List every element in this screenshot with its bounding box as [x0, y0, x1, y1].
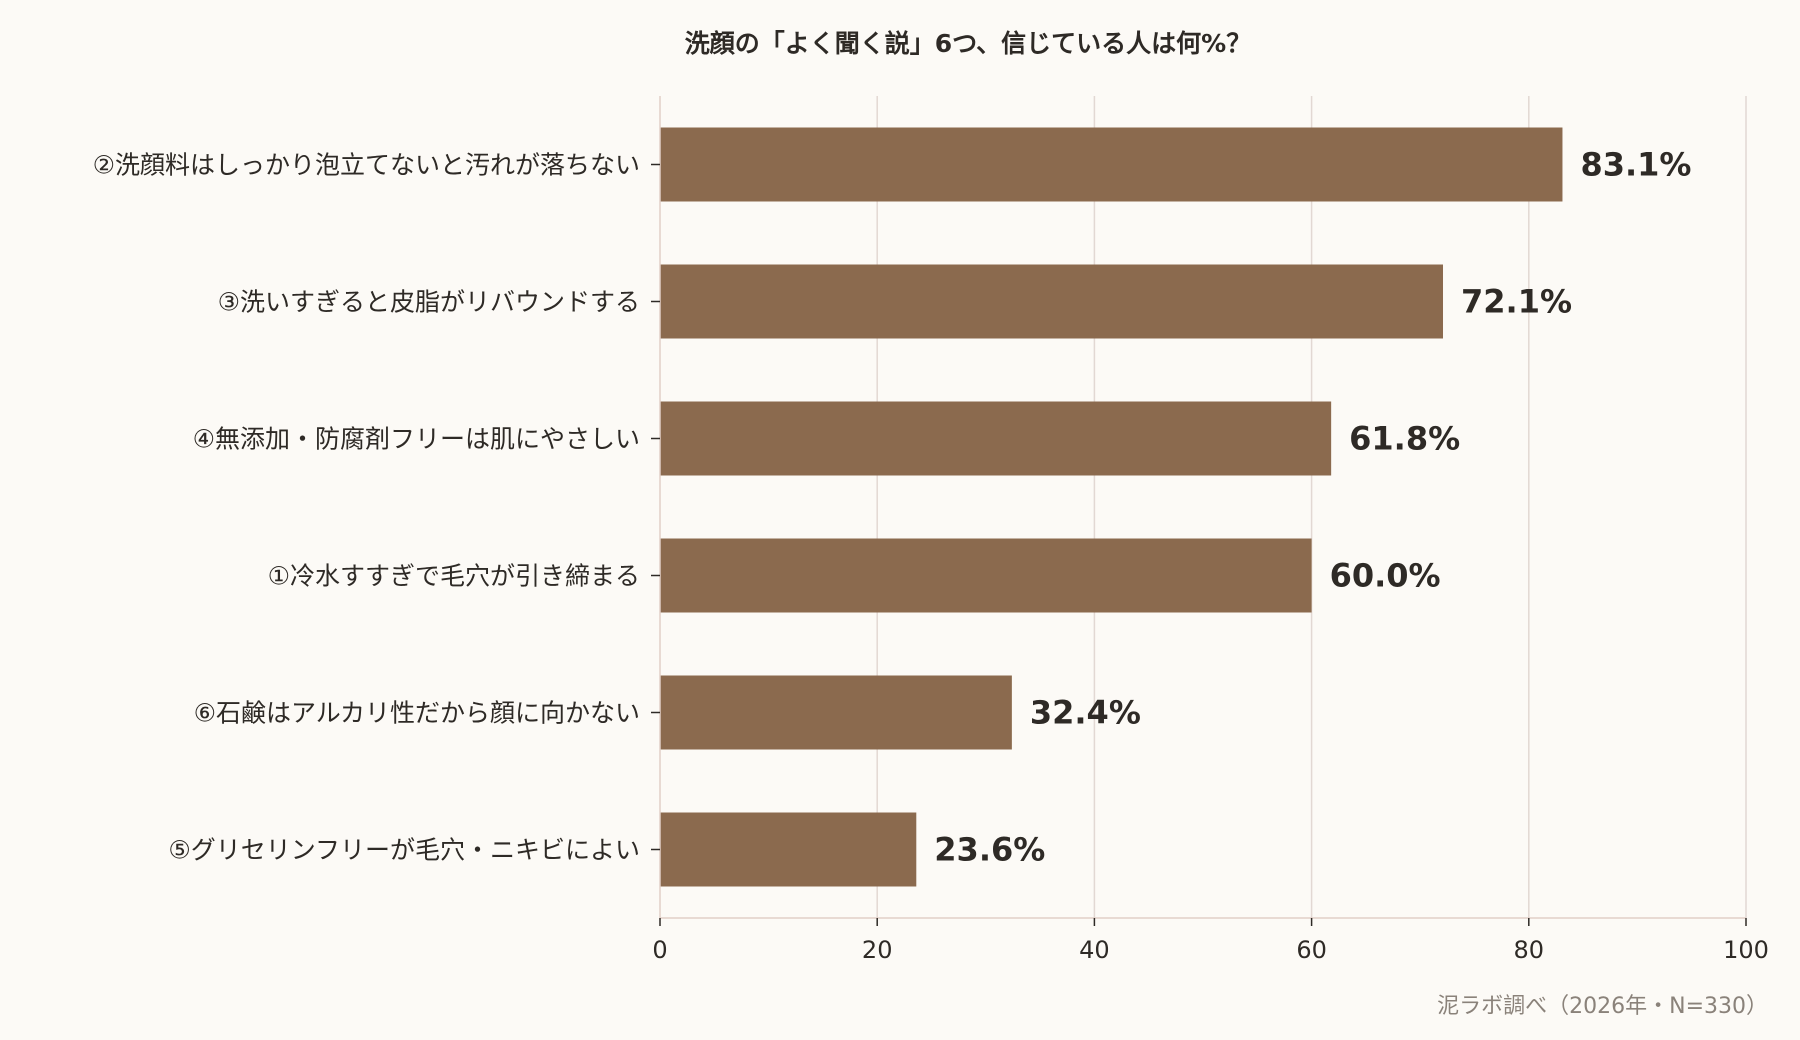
data-label-1: 83.1% [1580, 146, 1691, 184]
data-label-4: 60.0% [1330, 557, 1441, 595]
bar-3 [660, 401, 1332, 476]
data-label-3: 61.8% [1349, 420, 1460, 458]
x-tick-label-60: 60 [1296, 936, 1327, 964]
category-label-1: ②洗顔料はしっかり泡立てないと汚れが落ちない [93, 151, 640, 180]
category-label-5: ⑥石鹸はアルカリ性だから顔に向かない [194, 699, 640, 728]
category-label-6: ⑤グリセリンフリーが毛穴・ニキビによい [168, 836, 640, 865]
bars [660, 127, 1563, 887]
category-labels: ②洗顔料はしっかり泡立てないと汚れが落ちない 83.1% ③洗いすぎると皮脂がリバウ… [93, 146, 1692, 869]
bar-4 [660, 538, 1312, 613]
bar-2 [660, 264, 1444, 339]
category-label-2: ③洗いすぎると皮脂がリバウンドする [218, 288, 640, 317]
bar-1 [660, 127, 1563, 202]
category-label-3: ④無添加・防腐剤フリーは肌にやさしい [193, 425, 640, 454]
x-axis: 0 20 40 60 80 100 [651, 96, 1769, 964]
chart-title: 洗顔の「よく聞く説」6つ、信じている人は何%？ [685, 29, 1251, 58]
x-tick-label-40: 40 [1079, 936, 1110, 964]
data-label-5: 32.4% [1030, 694, 1141, 732]
grid-lines [876, 96, 1747, 918]
category-label-4: ①冷水すすぎで毛穴が引き締まる [268, 562, 640, 591]
bar-6 [660, 812, 917, 887]
bar-5 [660, 675, 1012, 750]
source-note: 泥ラボ調べ（2026年・N=330） [1437, 994, 1768, 1019]
x-tick-label-0: 0 [652, 936, 667, 964]
x-tick-label-20: 20 [862, 936, 893, 964]
data-label-2: 72.1% [1461, 283, 1572, 321]
x-tick-label-100: 100 [1723, 936, 1769, 964]
x-tick-label-80: 80 [1514, 936, 1545, 964]
data-label-6: 23.6% [934, 831, 1045, 869]
